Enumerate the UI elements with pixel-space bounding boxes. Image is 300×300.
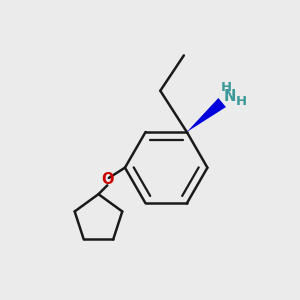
- Text: H: H: [221, 81, 232, 94]
- Text: H: H: [236, 94, 247, 108]
- Polygon shape: [187, 98, 226, 132]
- Text: N: N: [223, 89, 236, 104]
- Text: O: O: [101, 172, 114, 187]
